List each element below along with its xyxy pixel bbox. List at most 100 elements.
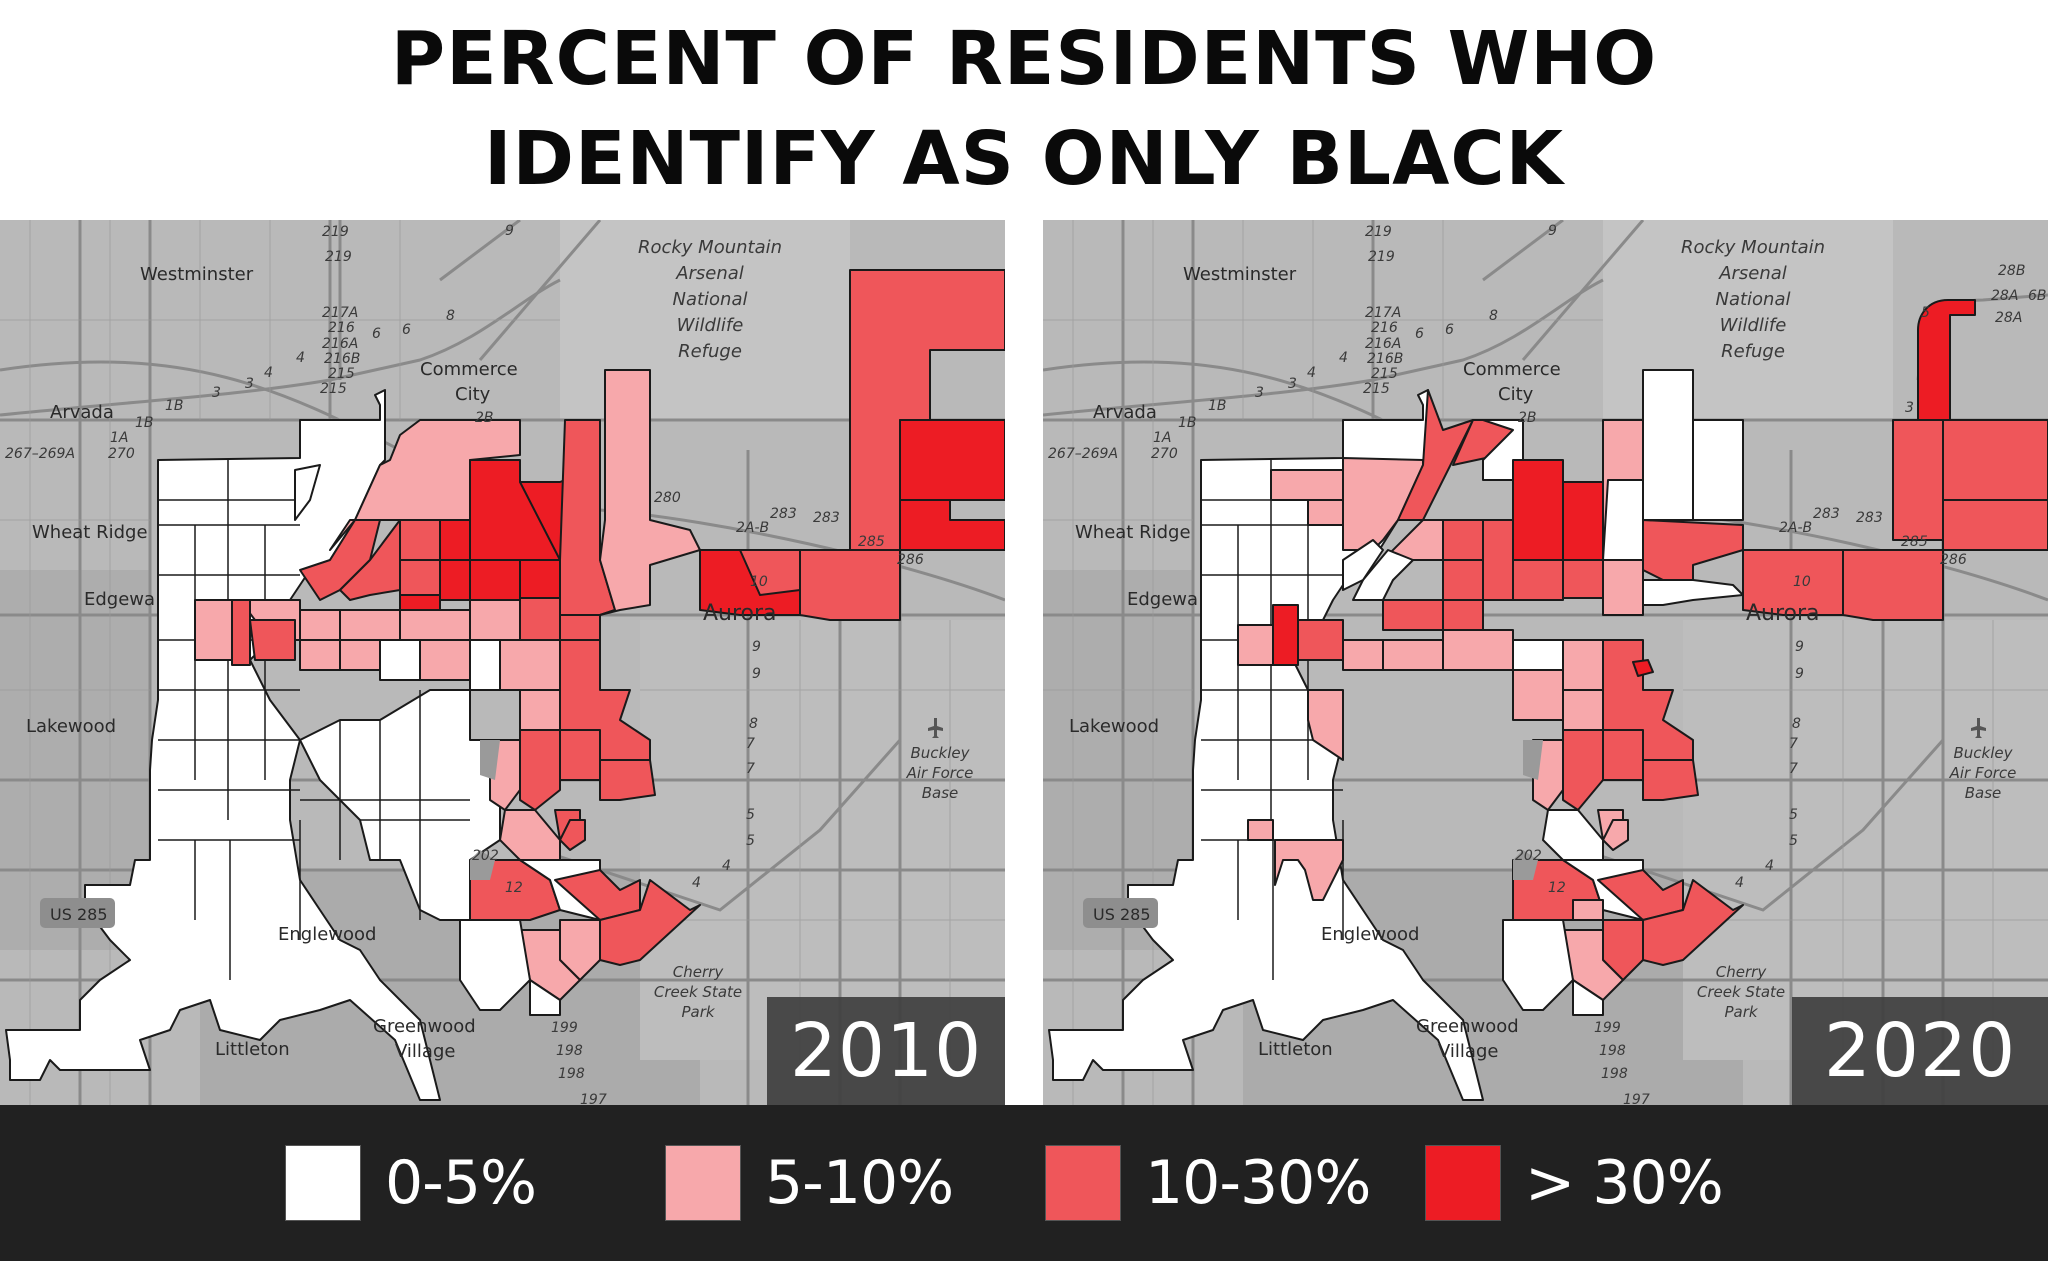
svg-text:9: 9 <box>1795 666 1804 682</box>
label-buckley-1: Buckley <box>910 744 970 762</box>
exit-labels-2020: 219 219 217A 216 216A 216B 215 215 6 6 8… <box>1048 223 2047 1105</box>
label-englewood: Englewood <box>278 924 376 945</box>
label-cherry-2: Creek State <box>654 983 742 1001</box>
svg-text:9: 9 <box>752 639 761 655</box>
svg-text:28A: 28A <box>1991 288 2018 304</box>
svg-text:270: 270 <box>1151 446 1178 462</box>
svg-text:4: 4 <box>692 875 701 891</box>
label-buckley-3: Base <box>922 784 959 802</box>
svg-text:216A: 216A <box>322 336 358 352</box>
label-rma-2: Arsenal <box>675 263 744 284</box>
svg-text:198: 198 <box>556 1043 583 1059</box>
svg-text:216A: 216A <box>1365 336 1401 352</box>
svg-text:283: 283 <box>813 510 840 526</box>
svg-text:4: 4 <box>264 365 273 381</box>
svg-text:5: 5 <box>1789 833 1798 849</box>
label-cherry-2: Creek State <box>1697 983 1785 1001</box>
svg-text:8: 8 <box>446 308 455 324</box>
svg-text:267–269A: 267–269A <box>5 446 75 462</box>
label-lakewood: Lakewood <box>26 716 116 737</box>
label-rma-4: Wildlife <box>1720 315 1787 336</box>
svg-text:215: 215 <box>1371 366 1398 382</box>
map-2020: Westminster Arvada Wheat Ridge Edgewa La… <box>1043 220 2048 1105</box>
svg-text:4: 4 <box>1735 875 1744 891</box>
title-line-1: PERCENT OF RESIDENTS WHO <box>390 16 1658 102</box>
svg-text:7: 7 <box>1789 736 1798 752</box>
svg-text:7: 7 <box>1789 761 1798 777</box>
label-commerce-city-2: City <box>1498 384 1534 405</box>
svg-text:2B: 2B <box>475 410 494 426</box>
svg-text:9: 9 <box>1795 639 1804 655</box>
svg-text:9: 9 <box>752 666 761 682</box>
label-aurora: Aurora <box>1746 601 1820 626</box>
label-greenwood-1: Greenwood <box>1416 1016 1519 1037</box>
svg-text:219: 219 <box>1368 249 1395 265</box>
legend-label: 5-10% <box>765 1148 954 1218</box>
svg-text:202: 202 <box>472 848 499 864</box>
svg-text:6B: 6B <box>2028 288 2047 304</box>
legend-swatch-medium-red <box>1045 1145 1121 1221</box>
map-2010-svg: Westminster Arvada Wheat Ridge Edgewa La… <box>0 220 1005 1105</box>
svg-text:217A: 217A <box>1365 305 1401 321</box>
label-rma-2: Arsenal <box>1718 263 1787 284</box>
svg-text:3: 3 <box>1905 400 1914 416</box>
svg-text:8: 8 <box>1489 308 1498 324</box>
svg-text:2A-B: 2A-B <box>736 520 769 536</box>
svg-text:270: 270 <box>108 446 135 462</box>
label-arvada: Arvada <box>50 402 114 423</box>
legend: 0-5% 5-10% 10-30% > 30% <box>0 1105 2048 1261</box>
svg-text:197: 197 <box>580 1092 607 1105</box>
svg-text:4: 4 <box>1765 858 1774 874</box>
label-rma-3: National <box>1715 289 1790 310</box>
label-rma-4: Wildlife <box>677 315 744 336</box>
svg-text:216: 216 <box>328 320 355 336</box>
label-edgewater: Edgewa <box>1127 589 1198 610</box>
svg-text:199: 199 <box>1594 1020 1621 1036</box>
svg-text:4: 4 <box>1339 350 1348 366</box>
svg-text:219: 219 <box>325 249 352 265</box>
label-us285: US 285 <box>50 905 108 924</box>
label-edgewater: Edgewa <box>84 589 155 610</box>
title-line-2: IDENTIFY AS ONLY BLACK <box>484 116 1564 202</box>
legend-label: > 30% <box>1525 1148 1724 1218</box>
place-labels-2010: Westminster Arvada Wheat Ridge Edgewa La… <box>26 237 973 1062</box>
label-greenwood-2: Village <box>395 1041 455 1062</box>
svg-text:2A-B: 2A-B <box>1779 520 1812 536</box>
label-wheat-ridge: Wheat Ridge <box>1075 522 1191 543</box>
svg-text:1A: 1A <box>1153 430 1171 446</box>
legend-item-0-5: 0-5% <box>285 1145 537 1221</box>
label-us285: US 285 <box>1093 905 1151 924</box>
year-label-2020: 2020 <box>1792 997 2048 1105</box>
svg-text:5: 5 <box>746 833 755 849</box>
svg-text:3: 3 <box>245 376 254 392</box>
label-rma-5: Refuge <box>1721 341 1785 362</box>
label-buckley-2: Air Force <box>1949 764 2017 782</box>
svg-text:5: 5 <box>1789 807 1798 823</box>
airport-icon <box>1971 718 1986 738</box>
svg-text:202: 202 <box>1515 848 1542 864</box>
svg-text:280: 280 <box>654 490 681 506</box>
svg-text:286: 286 <box>897 552 924 568</box>
svg-text:10: 10 <box>1793 574 1811 590</box>
label-westminster: Westminster <box>140 264 254 285</box>
map-2010: Westminster Arvada Wheat Ridge Edgewa La… <box>0 220 1005 1105</box>
legend-item-over-30: > 30% <box>1425 1145 1724 1221</box>
svg-text:198: 198 <box>1599 1043 1626 1059</box>
svg-text:9: 9 <box>505 223 514 239</box>
svg-text:215: 215 <box>1363 381 1390 397</box>
svg-text:197: 197 <box>1623 1092 1650 1105</box>
label-cherry-3: Park <box>681 1003 715 1021</box>
label-wheat-ridge: Wheat Ridge <box>32 522 148 543</box>
label-lakewood: Lakewood <box>1069 716 1159 737</box>
label-rma-1: Rocky Mountain <box>638 237 782 258</box>
label-buckley-1: Buckley <box>1953 744 2013 762</box>
year-label-2010: 2010 <box>767 997 1005 1105</box>
svg-text:216B: 216B <box>324 351 360 367</box>
svg-text:3: 3 <box>212 385 221 401</box>
svg-text:286: 286 <box>1940 552 1967 568</box>
svg-text:5: 5 <box>1921 305 1930 321</box>
svg-text:12: 12 <box>505 880 523 896</box>
label-rma-1: Rocky Mountain <box>1681 237 1825 258</box>
svg-text:217A: 217A <box>322 305 358 321</box>
svg-text:3: 3 <box>1288 376 1297 392</box>
